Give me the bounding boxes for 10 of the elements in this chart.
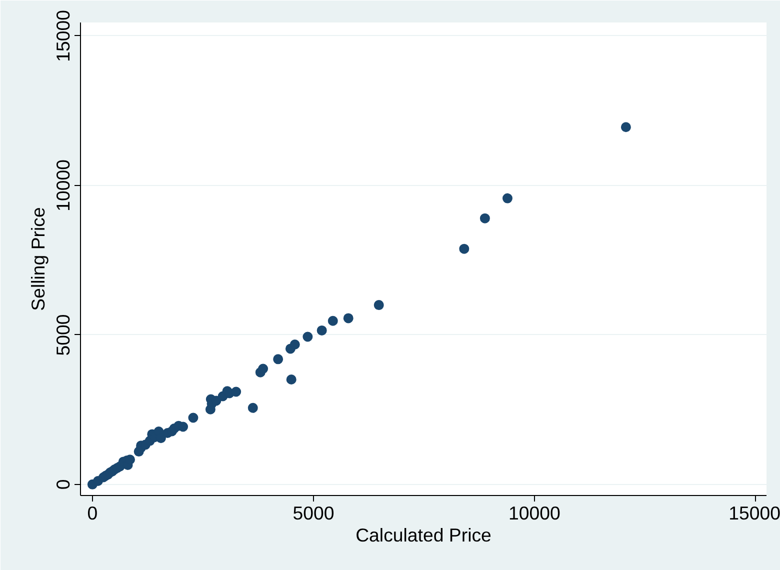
y-axis-title: Selling Price: [28, 207, 48, 311]
x-tick-label: 10000: [508, 502, 560, 524]
y-tick-label: 5000: [52, 314, 74, 356]
x-axis-title: Calculated Price: [356, 524, 492, 546]
x-tick-label: 5000: [292, 502, 334, 524]
x-tick-label: 0: [87, 502, 98, 524]
y-tick-label: 10000: [52, 159, 74, 212]
y-tick-label: 15000: [52, 10, 74, 62]
y-tick-label: 0: [52, 479, 74, 490]
x-tick-label: 15000: [728, 502, 780, 524]
